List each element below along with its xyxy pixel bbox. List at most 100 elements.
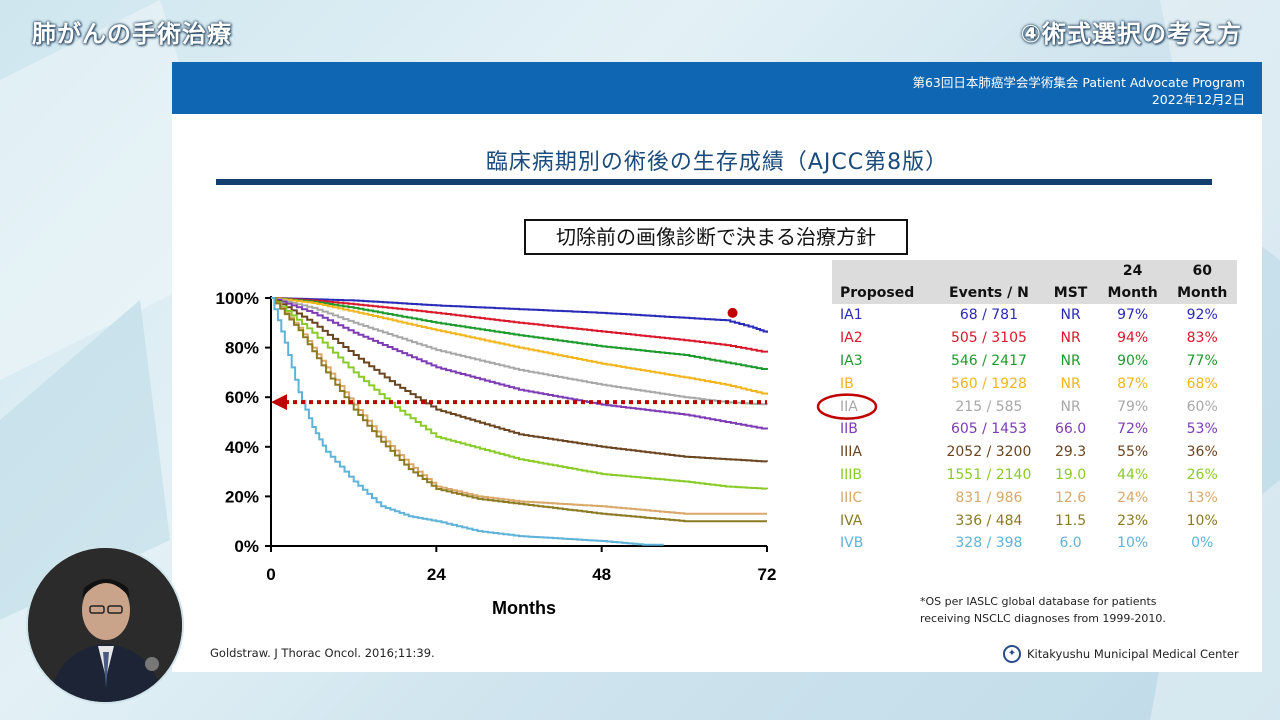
- table-cell-mst: 6.0: [1059, 535, 1082, 552]
- table-cell-events: 831 / 986: [955, 489, 1023, 506]
- table-cell-events: 1551 / 2140: [946, 466, 1032, 483]
- citation: Goldstraw. J Thorac Oncol. 2016;11:39.: [210, 646, 435, 660]
- table-cell-mst: 29.3: [1054, 444, 1087, 461]
- table-cell-mst: NR: [1060, 352, 1081, 369]
- table-body: IA1 68 / 781 NR 97% 92% IA2 505 / 3105 NR 94% 83%…: [832, 304, 1237, 555]
- x-tick-label: 72: [758, 565, 777, 584]
- table-cell-m24: 44%: [1117, 466, 1149, 483]
- table-row: IIIC 831 / 986 12.6 24% 13%: [832, 486, 1237, 509]
- survival-curve-ia3: [271, 297, 768, 370]
- survival-curve-iiib: [271, 297, 768, 490]
- table-row: IIIA 2052 / 3200 29.3 55% 36%: [832, 441, 1237, 464]
- survival-curve-iib: [271, 297, 768, 430]
- y-tick-label: 40%: [225, 438, 259, 457]
- table-cell-m60: 36%: [1186, 444, 1218, 461]
- survival-curve-iiia: [271, 297, 768, 463]
- table-cell-stage: IIB: [840, 421, 858, 438]
- table-cell-stage: IVA: [840, 512, 863, 529]
- table-cell-mst: 66.0: [1054, 421, 1087, 438]
- table-cell-mst: NR: [1060, 330, 1081, 347]
- x-tick-label: 0: [266, 565, 275, 584]
- table-cell-m60: 13%: [1186, 489, 1218, 506]
- footnote-line: receiving NSCLC diagnoses from 1999-2010…: [920, 612, 1166, 625]
- table-cell-m24: 55%: [1117, 444, 1149, 461]
- y-tick-label: 80%: [225, 339, 259, 358]
- table-cell-m60: 92%: [1186, 307, 1218, 324]
- table-cell-stage: IIIA: [840, 444, 862, 461]
- table-cell-events: 546 / 2417: [950, 352, 1027, 369]
- table-cell-m60: 83%: [1186, 330, 1218, 347]
- table-row: IVA 336 / 484 11.5 23% 10%: [832, 509, 1237, 532]
- presentation-slide: 第63回日本肺癌学会学術集会 Patient Advocate Program …: [172, 62, 1262, 672]
- survival-curve-ia1: [271, 297, 768, 333]
- table-cell-m24: 23%: [1117, 512, 1149, 529]
- table-row: IA2 505 / 3105 NR 94% 83%: [832, 327, 1237, 350]
- conference-name: 第63回日本肺癌学会学術集会 Patient Advocate Program: [912, 75, 1245, 90]
- hospital-name: Kitakyushu Municipal Medical Center: [1027, 647, 1239, 661]
- table-cell-m60: 0%: [1191, 535, 1214, 552]
- title-divider: [216, 179, 1212, 185]
- x-axis-label: Months: [492, 598, 556, 618]
- marker-dot: [727, 307, 738, 318]
- table-cell-m24: 90%: [1117, 352, 1149, 369]
- survival-curve-ib: [271, 297, 768, 395]
- x-tick-label: 48: [592, 565, 611, 584]
- table-cell-stage: IVB: [840, 535, 864, 552]
- table-cell-mst: NR: [1060, 398, 1081, 415]
- table-cell-stage: IB: [840, 375, 854, 392]
- conference-date: 2022年12月2日: [1151, 92, 1245, 107]
- table-cell-stage: IA3: [840, 352, 863, 369]
- table-header-cell: Proposed: [832, 282, 935, 304]
- table-cell-events: 2052 / 3200: [946, 444, 1032, 461]
- y-tick-label: 20%: [225, 487, 259, 506]
- y-tick-label: 0%: [234, 537, 259, 556]
- table-cell-stage: IA2: [840, 330, 863, 347]
- table-cell-m60: 77%: [1186, 352, 1218, 369]
- video-title: 肺がんの手術治療: [32, 20, 232, 48]
- table-cell-stage: IIA: [840, 398, 858, 415]
- table-row: IA3 546 / 2417 NR 90% 77%: [832, 350, 1237, 373]
- table-row: IIIB 1551 / 2140 19.0 44% 26%: [832, 464, 1237, 487]
- hospital-logo-icon: ✦: [1003, 645, 1021, 663]
- survival-table: 24 60 Proposed Events / N MST Month Mont…: [832, 260, 1237, 555]
- table-header-cell: Month: [1097, 282, 1168, 304]
- footnote-line: *OS per IASLC global database for patien…: [920, 595, 1157, 608]
- table-header-cell: Month: [1167, 282, 1237, 304]
- survival-curve-iia: [271, 297, 768, 406]
- table-cell-m60: 26%: [1186, 466, 1218, 483]
- speaker-video-thumbnail: [26, 546, 184, 704]
- table-cell-m60: 53%: [1186, 421, 1218, 438]
- x-tick-label: 24: [427, 565, 446, 584]
- table-cell-mst: NR: [1060, 375, 1081, 392]
- table-row: IB 560 / 1928 NR 87% 68%: [832, 372, 1237, 395]
- table-cell-stage: IA1: [840, 307, 863, 324]
- table-header-row-top: 24 60: [832, 260, 1237, 282]
- table-cell-mst: 11.5: [1054, 512, 1087, 529]
- table-cell-events: 560 / 1928: [950, 375, 1027, 392]
- table-cell-m24: 94%: [1117, 330, 1149, 347]
- table-cell-events: 605 / 1453: [950, 421, 1027, 438]
- reference-arrowhead-icon: [271, 394, 287, 411]
- table-row: IIA 215 / 585 NR 79% 60%: [832, 395, 1237, 418]
- slide-header-bar: 第63回日本肺癌学会学術集会 Patient Advocate Program …: [172, 62, 1262, 114]
- table-cell-m60: 68%: [1186, 375, 1218, 392]
- table-row: IA1 68 / 781 NR 97% 92%: [832, 304, 1237, 327]
- boxed-subtitle: 切除前の画像診断で決まる治療方針: [524, 219, 908, 255]
- y-tick-label: 100%: [216, 289, 259, 308]
- table-header-cell: 60: [1167, 260, 1237, 282]
- table-header-cell: MST: [1043, 282, 1098, 304]
- table-cell-m60: 60%: [1186, 398, 1218, 415]
- table-cell-events: 68 / 781: [959, 307, 1018, 324]
- table-header-cell: [934, 260, 1044, 282]
- table-cell-events: 336 / 484: [955, 512, 1023, 529]
- survival-curve-ia2: [271, 297, 768, 353]
- table-header-cell: 24: [1097, 260, 1168, 282]
- table-row: IVB 328 / 398 6.0 10% 0%: [832, 532, 1237, 555]
- table-row: IIB 605 / 1453 66.0 72% 53%: [832, 418, 1237, 441]
- table-cell-events: 328 / 398: [955, 535, 1023, 552]
- table-cell-mst: 19.0: [1054, 466, 1087, 483]
- table-cell-events: 215 / 585: [955, 398, 1023, 415]
- y-tick-label: 60%: [225, 388, 259, 407]
- table-cell-mst: NR: [1060, 307, 1081, 324]
- table-cell-m24: 79%: [1117, 398, 1149, 415]
